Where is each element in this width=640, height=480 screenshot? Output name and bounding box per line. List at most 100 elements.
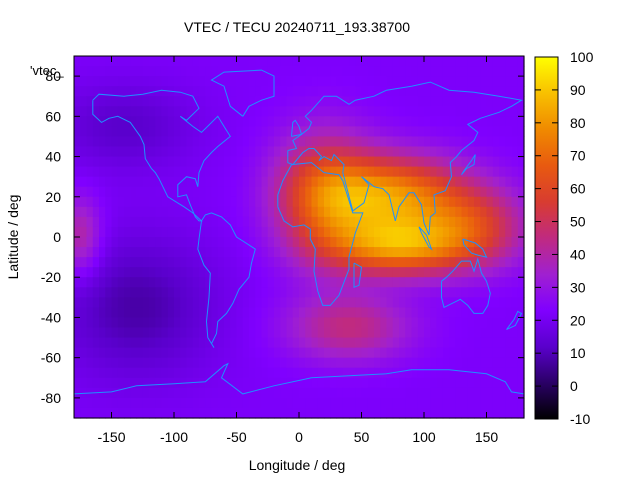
- heatmap-cell: [405, 76, 413, 87]
- heatmap-cell: [74, 387, 81, 399]
- heatmap-cell: [292, 297, 300, 308]
- heatmap-cell: [342, 337, 350, 349]
- heatmap-cell: [205, 176, 213, 188]
- heatmap-cell: [336, 347, 344, 359]
- heatmap-cell: [80, 126, 88, 138]
- heatmap-cell: [255, 397, 263, 409]
- heatmap-cell: [336, 86, 344, 97]
- heatmap-cell: [155, 337, 163, 349]
- heatmap-cell: [142, 156, 150, 168]
- heatmap-cell: [449, 136, 456, 148]
- heatmap-cell: [399, 106, 406, 117]
- heatmap-cell: [367, 156, 375, 168]
- heatmap-cell: [355, 347, 363, 359]
- heatmap-cell: [286, 307, 294, 319]
- heatmap-cell: [311, 377, 319, 389]
- heatmap-cell: [117, 96, 125, 107]
- heatmap-cell: [167, 337, 175, 349]
- heatmap-cell: [474, 56, 481, 67]
- heatmap-cell: [342, 387, 350, 399]
- heatmap-cell: [261, 297, 269, 308]
- heatmap-cell: [92, 347, 100, 359]
- heatmap-cell: [217, 136, 225, 148]
- heatmap-cell: [142, 347, 150, 359]
- heatmap-cell: [374, 297, 381, 308]
- heatmap-cell: [374, 146, 381, 158]
- heatmap-cell: [274, 76, 281, 87]
- heatmap-cell: [242, 307, 250, 319]
- heatmap-cell: [242, 216, 250, 228]
- heatmap-cell: [267, 367, 275, 379]
- heatmap-cell: [361, 407, 369, 419]
- heatmap-cell: [217, 407, 225, 419]
- heatmap-cell: [355, 257, 363, 268]
- heatmap-cell: [449, 347, 456, 359]
- heatmap-cell: [167, 66, 175, 77]
- heatmap-cell: [117, 277, 125, 288]
- heatmap-cell: [492, 96, 500, 107]
- heatmap-cell: [236, 247, 244, 258]
- heatmap-cell: [399, 146, 406, 158]
- heatmap-cell: [142, 86, 150, 97]
- heatmap-cell: [486, 96, 494, 107]
- heatmap-cell: [267, 166, 275, 178]
- heatmap-cell: [167, 317, 175, 329]
- heatmap-cell: [511, 257, 519, 268]
- heatmap-cell: [211, 297, 219, 308]
- heatmap-cell: [124, 146, 131, 158]
- heatmap-cell: [386, 96, 394, 107]
- heatmap-cell: [417, 166, 425, 178]
- heatmap-cell: [367, 176, 375, 188]
- heatmap-cell: [367, 347, 375, 359]
- heatmap-cell: [442, 267, 450, 278]
- heatmap-cell: [355, 56, 363, 67]
- heatmap-cell: [449, 146, 456, 158]
- heatmap-cell: [330, 196, 338, 208]
- heatmap-cell: [267, 56, 275, 67]
- heatmap-cell: [130, 337, 138, 349]
- x-axis-ticks: -150 -100 -50 0 50 100 150: [97, 56, 498, 445]
- heatmap-cell: [380, 397, 388, 409]
- heatmap-cell: [180, 106, 188, 117]
- heatmap-cell: [99, 237, 106, 248]
- heatmap-cell: [336, 106, 344, 117]
- heatmap-cell: [336, 317, 344, 329]
- heatmap-cell: [292, 106, 300, 117]
- heatmap-cell: [349, 196, 356, 208]
- heatmap-cell: [324, 76, 331, 87]
- heatmap-cell: [336, 76, 344, 87]
- heatmap-cell: [499, 407, 506, 419]
- heatmap-cell: [99, 347, 106, 359]
- heatmap-cell: [255, 56, 263, 67]
- heatmap-cell: [280, 327, 288, 339]
- heatmap-cell: [324, 66, 331, 77]
- heatmap-cell: [342, 307, 350, 319]
- heatmap-cell: [92, 196, 100, 208]
- heatmap-cell: [505, 216, 513, 228]
- heatmap-cell: [311, 186, 319, 198]
- heatmap-cell: [492, 116, 500, 127]
- heatmap-cell: [174, 407, 181, 419]
- heatmap-cell: [380, 377, 388, 389]
- heatmap-cell: [99, 297, 106, 308]
- heatmap-cell: [161, 86, 169, 97]
- heatmap-cell: [311, 407, 319, 419]
- heatmap-cell: [192, 307, 200, 319]
- heatmap-cell: [105, 136, 113, 148]
- heatmap-cell: [180, 247, 188, 258]
- heatmap-cell: [267, 297, 275, 308]
- heatmap-cell: [392, 407, 400, 419]
- heatmap-cell: [167, 96, 175, 107]
- heatmap-cell: [99, 357, 106, 369]
- heatmap-cell: [380, 66, 388, 77]
- heatmap-cell: [292, 166, 300, 178]
- heatmap-cell: [342, 56, 350, 67]
- heatmap-cell: [467, 277, 475, 288]
- heatmap-cell: [280, 176, 288, 188]
- heatmap-cell: [467, 146, 475, 158]
- heatmap-cell: [192, 237, 200, 248]
- heatmap-cell: [186, 397, 194, 409]
- heatmap-cell: [424, 277, 431, 288]
- heatmap-cell: [292, 287, 300, 298]
- heatmap-cell: [349, 297, 356, 308]
